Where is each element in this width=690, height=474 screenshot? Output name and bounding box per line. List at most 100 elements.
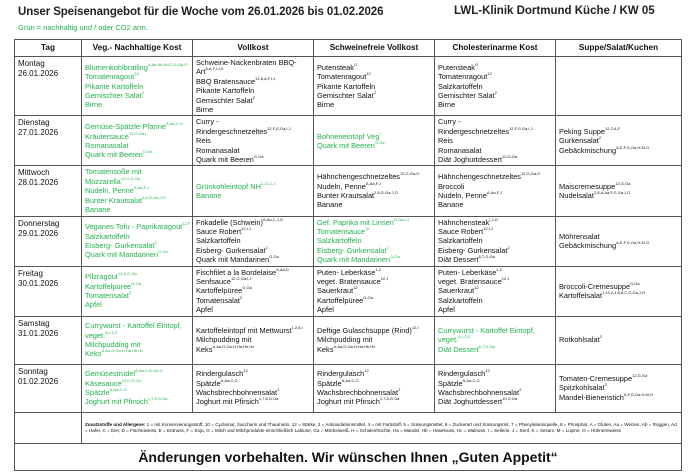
menu-item: Rindergeschnetzeltes12,F,G,Ga,I,J xyxy=(196,126,310,136)
dish-name: Sauce Robert xyxy=(438,226,484,236)
allergen-codes: 12 xyxy=(353,285,358,291)
dish-name: Gemischter Salat xyxy=(196,95,253,105)
day-row-dienstag: Dienstag 27.01.2026 Gemüse-Spätzle-PfanneA… xyxy=(14,115,682,167)
menu-item: KeksA,Aa,G,Ga,H,Ha,Hb,Hc xyxy=(85,348,189,359)
dish-name: Apfel xyxy=(196,305,213,315)
allergen-codes: 12,I,J xyxy=(241,225,251,231)
dish-name: Nudeln, Penne xyxy=(438,190,487,200)
day-name: Montag xyxy=(18,59,45,68)
allergen-codes: A,Aa,C,O xyxy=(109,387,127,393)
page-title: Unser Speisenangebot für die Woche vom 2… xyxy=(18,6,384,18)
dish-name: Banane xyxy=(317,200,343,210)
dish-name: Tomatenragout xyxy=(317,72,367,82)
day-date: 01.02.2026 xyxy=(18,376,59,386)
dish-name: Quark mit Mandarinen xyxy=(85,250,159,260)
allergen-codes: A,Aa,G,Ga,H,Ha,Hb,Hc xyxy=(101,348,144,354)
day-name: Sonntag xyxy=(18,366,48,376)
menu-cell-suppe-salat xyxy=(555,55,682,117)
dish-name: Nudeln, Penne xyxy=(85,186,134,196)
menu-item: Gef. Paprika mit LinsenG,Ga,I,J xyxy=(317,217,431,227)
menu-item: Sauce Robert12,I,J xyxy=(438,226,552,236)
dish-name: Eisberg- Gurkensalat xyxy=(438,245,508,255)
dish-name: Milchpudding mit xyxy=(85,340,141,350)
menu-item: Tomatenragout12 xyxy=(438,72,552,82)
allergen-codes: A,F,G,Ga,H,M,O xyxy=(623,391,654,397)
allergen-codes: 12 xyxy=(474,285,479,291)
dish-name: Kräutersauce xyxy=(85,131,129,141)
menu-item: Gemischter Salat2 xyxy=(196,95,310,105)
menu-item: Quark mit BeerenG,Ga xyxy=(196,155,310,165)
menu-item: Diät Joghurtdessert10,G,Ga xyxy=(438,397,552,407)
allergen-codes: 2 xyxy=(141,89,144,95)
menu-item: Pikante Kartoffeln xyxy=(85,82,189,91)
menu-item: Nudeln, PenneA,Aa,F,J xyxy=(438,190,552,200)
dish-name: Kartoffeleintopf mit Mettwurst xyxy=(196,325,292,335)
day-name: Freitag xyxy=(18,268,43,278)
dish-name: Frikadelle (Schwein) xyxy=(196,217,263,227)
day-date: 26.01.2026 xyxy=(18,69,59,78)
menu-cell-schweinefrei: Puten- Leberkäse1,2 veget. Bratensauce12,… xyxy=(313,265,435,317)
dish-name: Deftige Gulaschsuppe (Rind) xyxy=(317,325,412,335)
menu-item: Gemischter Salat2 xyxy=(85,89,189,100)
allergen-codes: 1,7,8,G,Ga xyxy=(258,396,279,402)
menu-item: KeksA,Aa,G,Ga,H,Ha,Hb,Hc xyxy=(317,344,431,354)
day-date: 30.01.2026 xyxy=(18,278,59,288)
dish-name: Putensteak xyxy=(317,62,354,72)
menu-item: BlumenkohlbratlingA,Aa,Ab,Ad,C,G,Ga,O xyxy=(85,62,189,72)
menu-cell-cholesterinarm: PutensteakO Tomatenragout12 Salzkartoffeln… xyxy=(434,55,556,117)
dish-name: Eisberg- Gurkensalat xyxy=(196,245,266,255)
menu-item: Grünkohleintopf NH1,12,2,J xyxy=(196,180,310,191)
menu-item: veget.A,I,J,O xyxy=(438,335,552,345)
menu-item: Sauce Robert12,I,J xyxy=(196,225,310,236)
dish-name: Diät Joghurtdessert xyxy=(438,155,503,165)
menu-cell-vollkost: Schweine-Nackenbraten BBQ- Art8,A,F,I,J,K… xyxy=(192,55,314,117)
dish-name: Salzkartoffeln xyxy=(196,236,241,246)
dish-name: Currywurst - Kartoffel Eintopf, xyxy=(438,325,535,335)
allergen-codes: A,Aa,F,J xyxy=(365,180,381,186)
menu-item: Möhrensalat xyxy=(559,232,678,241)
allergen-codes: 2 xyxy=(373,89,376,95)
menu-item: Rindergulasch12 xyxy=(317,369,431,379)
menu-table: Tag Veg.- Nachhaltige Kost Vollkost Schw… xyxy=(14,39,682,471)
day-date: 28.01.2026 xyxy=(18,178,59,188)
menu-item: Currywurst - Kartoffel Eintopf, xyxy=(85,321,189,330)
dish-name: Sauerkraut xyxy=(438,286,475,296)
menu-item: Banane xyxy=(438,200,552,209)
menu-item: Wachsbrechbohnensalat2 xyxy=(196,388,310,398)
dish-name: Gebäckmischung xyxy=(559,145,617,155)
menu-cell-veg: GemüsestrudelA,Aa,C,G,Ga,O Käsesauce12,C,… xyxy=(81,363,193,413)
dish-name: Pikante Kartoffeln xyxy=(85,81,144,91)
menu-item: GemüsestrudelA,Aa,C,G,Ga,O xyxy=(85,369,189,379)
dish-name: Gef. Paprika mit Linsen xyxy=(317,217,394,227)
menu-item: Bohneneintopf VegI xyxy=(317,131,431,141)
allergen-codes: A,I,J,O xyxy=(105,329,118,335)
allergen-codes: 1,12,2,J xyxy=(260,180,276,186)
menu-item: Salzkartoffeln xyxy=(438,236,552,245)
menu-item: Rindergulasch12 xyxy=(438,369,552,379)
allergen-codes: 12 xyxy=(365,225,370,231)
dish-name: Grünkohleintopf NH xyxy=(196,181,261,191)
header-row: Tag Veg.- Nachhaltige Kost Vollkost Schw… xyxy=(14,39,682,57)
menu-item: Reis xyxy=(438,136,552,145)
dish-name: Broccoli-Cremesuppe xyxy=(559,281,631,291)
dish-name: Eisberg- Gurkensalat xyxy=(317,245,387,255)
allergen-codes: 2 xyxy=(239,294,243,300)
menu-item: KartoffelpüreeG,Ga xyxy=(196,286,310,296)
allergen-codes: 12,J xyxy=(380,275,389,281)
dish-name: Spätzle xyxy=(196,378,221,388)
menu-item: Banane xyxy=(196,191,310,200)
menu-cell-schweinefrei: PutensteakO Tomatenragout12 Pikante Kartof… xyxy=(313,55,435,117)
menu-item: HähnchensteakI,J,O xyxy=(438,217,552,227)
dish-name: Curry - xyxy=(438,117,461,127)
menu-item: Salzkartoffeln xyxy=(438,82,552,91)
allergen-codes: 12,G,Ga,O xyxy=(400,171,420,177)
day-row-samstag: Samstag 31.01.2026 Currywurst - Kartoffel … xyxy=(14,315,682,365)
dish-name: Rindergeschnetzeltes xyxy=(438,126,510,136)
menu-item: GebäckmischungA,E,F,G,Ga,H,M,O xyxy=(559,145,678,155)
col-header-veg: Veg.- Nachhaltige Kost xyxy=(81,39,193,57)
dish-name: Blumenkohlbratling xyxy=(85,62,148,72)
menu-item: Eisberg- Gurkensalat2 xyxy=(85,241,189,251)
allergen-codes: 1,2 xyxy=(496,266,502,272)
dish-name: Keks xyxy=(196,344,213,354)
menu-cell-veg: Pilzragout12,A,G,Ga KartoffelpüreeG,Ga Tom… xyxy=(81,265,193,317)
